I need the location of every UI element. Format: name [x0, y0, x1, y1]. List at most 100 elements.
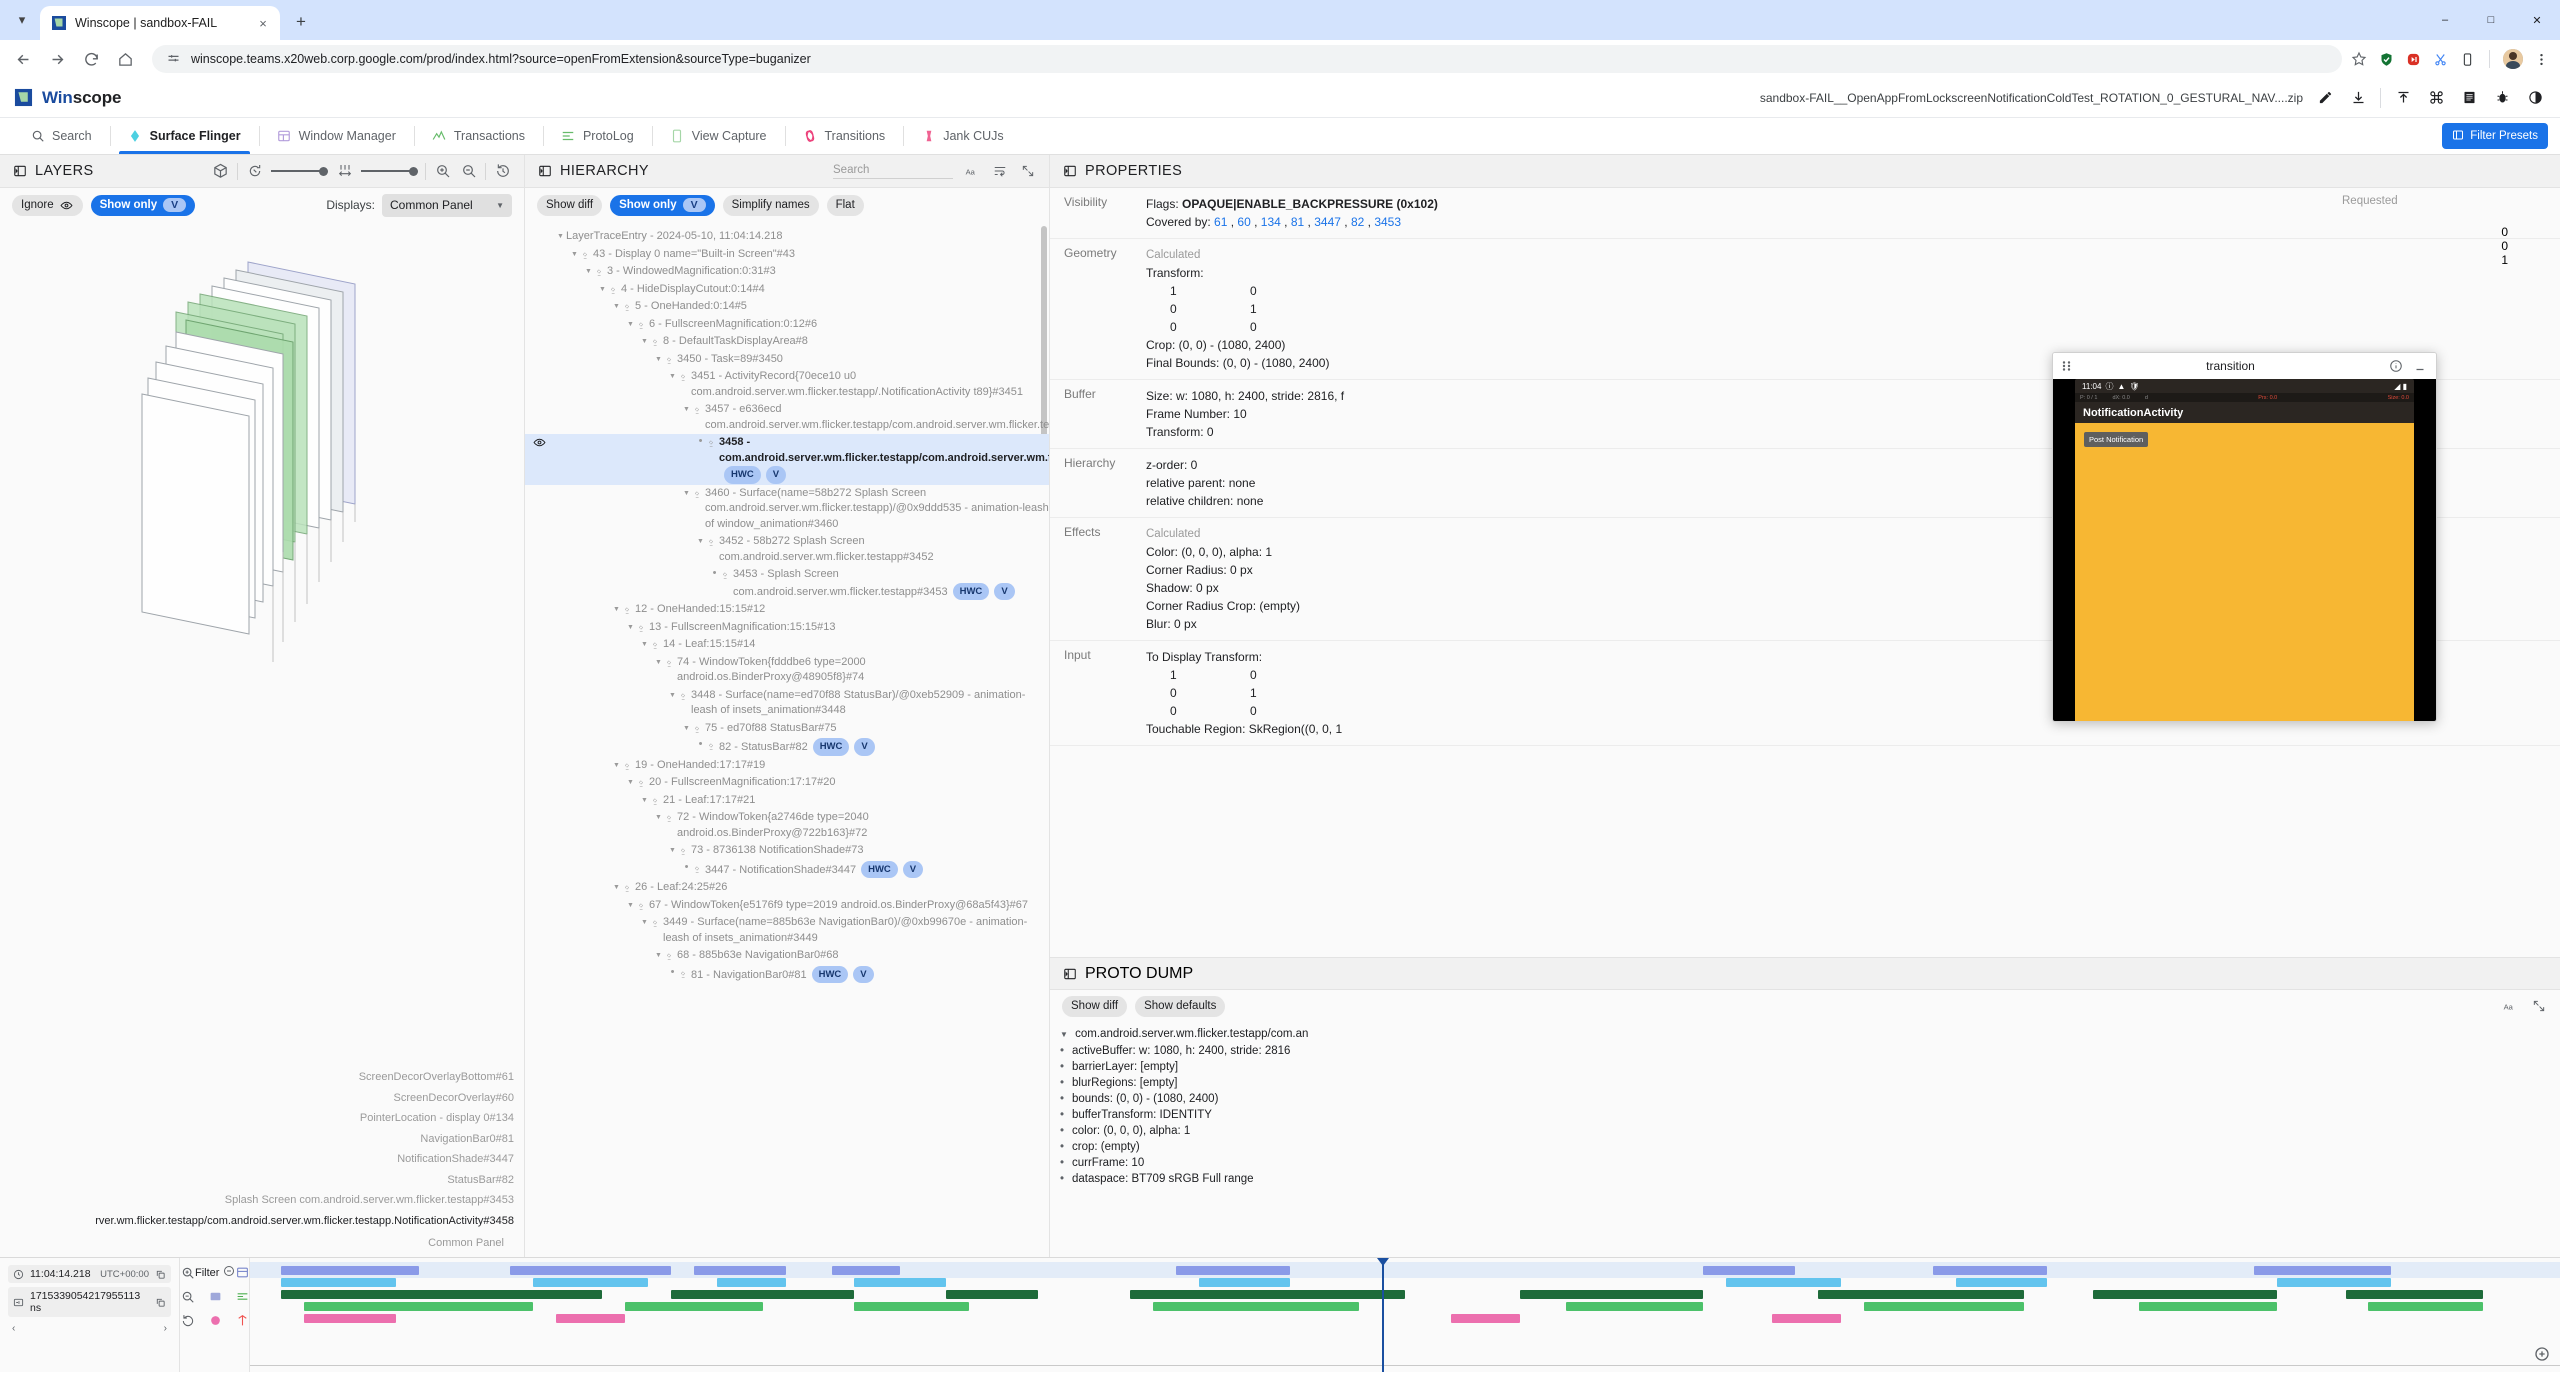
- tab-transitions[interactable]: Transitions: [784, 118, 904, 154]
- chevron-down-icon[interactable]: ▼: [655, 814, 662, 821]
- timeline-segment[interactable]: [946, 1290, 1038, 1299]
- spacing-icon[interactable]: [335, 162, 354, 181]
- timeline-realtime-row[interactable]: 1715339054217955113 ns: [8, 1287, 171, 1317]
- chevron-down-icon[interactable]: ▼: [655, 658, 662, 666]
- site-settings-icon[interactable]: [164, 50, 182, 68]
- covered-by-links[interactable]: 61 , 60 , 134 , 81 , 3447 , 82 , 3453: [1214, 215, 1401, 229]
- tree-node[interactable]: ▼ ⍚ 5 - OneHanded:0:14#5: [525, 298, 1049, 316]
- shield-green-icon[interactable]: [2377, 50, 2395, 68]
- covered-by-link[interactable]: 81: [1290, 215, 1305, 229]
- hierarchy-search-input[interactable]: Search: [833, 164, 953, 179]
- scissors-icon[interactable]: [2431, 50, 2449, 68]
- dark-mode-icon[interactable]: [2524, 87, 2546, 109]
- tree-node[interactable]: ▼ ⍚ 4 - HideDisplayCutout:0:14#4: [525, 281, 1049, 299]
- match-case-icon[interactable]: Aa: [962, 162, 981, 181]
- expand-icon[interactable]: [2534, 1346, 2552, 1364]
- word-wrap-icon[interactable]: [990, 162, 1009, 181]
- tab-protolog[interactable]: ProtoLog: [542, 118, 652, 154]
- protolog-track-icon[interactable]: [235, 1289, 250, 1304]
- timeline-segment[interactable]: [1175, 1266, 1291, 1275]
- rotation-icon[interactable]: [245, 162, 264, 181]
- chevron-down-icon[interactable]: ▼: [683, 724, 690, 732]
- tree-node[interactable]: ▼ ⍚ 12 - OneHanded:15:15#12: [525, 601, 1049, 619]
- info-icon[interactable]: [2388, 358, 2404, 374]
- collapse-panel-icon[interactable]: [1062, 966, 1077, 981]
- tab-search-chevron-icon[interactable]: ▾: [18, 12, 26, 27]
- tree-node[interactable]: ▼ ⍚ 74 - WindowToken{fdddbe6 type=2000 and…: [525, 654, 1049, 687]
- tree-node[interactable]: ▼ ⍚ 3449 - Surface(name=885b63e Navigation…: [525, 914, 1049, 947]
- layer-label-selected[interactable]: rver.wm.flicker.testapp/com.android.serv…: [95, 1214, 514, 1227]
- 3d-cube-icon[interactable]: [211, 162, 230, 181]
- timeline-segment[interactable]: [1726, 1278, 1841, 1287]
- tree-node[interactable]: ▼ ⍚ 3 - WindowedMagnification:0:31#3: [525, 263, 1049, 281]
- chevron-down-icon[interactable]: ▼: [669, 691, 676, 699]
- wm-track-icon[interactable]: [235, 1265, 250, 1280]
- tree-node[interactable]: ▼ ⍚ 26 - Leaf:24:25#26: [525, 879, 1049, 897]
- chevron-down-icon[interactable]: ▼: [669, 847, 676, 854]
- avatar[interactable]: [2503, 49, 2523, 69]
- timeline-segment[interactable]: [533, 1278, 648, 1287]
- home-icon[interactable]: [110, 44, 140, 74]
- timeline-segment[interactable]: [1152, 1302, 1360, 1311]
- back-icon[interactable]: [8, 44, 38, 74]
- tree-node[interactable]: ▼ LayerTraceEntry - 2024-05-10, 11:04:14.…: [525, 228, 1049, 246]
- timeline-prev-button[interactable]: ‹: [12, 1323, 16, 1334]
- timeline-segment[interactable]: [510, 1266, 671, 1275]
- chevron-down-icon[interactable]: ▼: [655, 952, 662, 959]
- close-tab-icon[interactable]: ×: [259, 15, 267, 31]
- zoom-out-icon[interactable]: [180, 1289, 195, 1304]
- download-icon[interactable]: [2347, 87, 2369, 109]
- upload-icon[interactable]: [2392, 87, 2414, 109]
- copy-icon[interactable]: [155, 1297, 166, 1308]
- displays-select[interactable]: Common Panel ▼: [382, 193, 512, 217]
- timeline-segment[interactable]: [280, 1290, 603, 1299]
- chevron-down-icon[interactable]: ▼: [627, 779, 634, 786]
- timeline-filter-button[interactable]: Filter: [195, 1265, 235, 1280]
- tree-node[interactable]: ▼ ⍚ 19 - OneHanded:17:17#19: [525, 757, 1049, 775]
- minimize-window-icon[interactable]: ‒: [2441, 14, 2449, 26]
- timeline-segment[interactable]: [2093, 1290, 2277, 1299]
- layer-label[interactable]: ScreenDecorOverlay#60: [393, 1091, 514, 1104]
- tree-node[interactable]: ▼ ⍚ 20 - FullscreenMagnification:17:17#20: [525, 774, 1049, 792]
- timeline-segment[interactable]: [280, 1278, 396, 1287]
- tree-node[interactable]: ▼ ⍚ 75 - ed70f88 StatusBar#75: [525, 720, 1049, 738]
- rotation-slider[interactable]: [271, 166, 328, 176]
- timeline-track-row[interactable]: [258, 1302, 2552, 1311]
- timeline-segment[interactable]: [1565, 1302, 1704, 1311]
- tree-node[interactable]: ▼ ⍚ 72 - WindowToken{a2746de type=2040 and…: [525, 809, 1049, 842]
- tab-surface-flinger[interactable]: Surface Flinger: [109, 118, 259, 154]
- proto-entry[interactable]: • color: (0, 0, 0), alpha: 1: [1060, 1125, 1191, 1137]
- browser-tab[interactable]: Winscope | sandbox-FAIL ×: [40, 6, 280, 40]
- proto-show-defaults-chip[interactable]: Show defaults: [1135, 995, 1226, 1017]
- proto-entry[interactable]: • bounds: (0, 0) - (1080, 2400): [1060, 1093, 1219, 1105]
- proto-entry[interactable]: • dataspace: BT709 sRGB Full range: [1060, 1173, 1254, 1185]
- zoom-in-icon[interactable]: [180, 1265, 195, 1280]
- tree-node[interactable]: ▼ ⍚ 21 - Leaf:17:17#21: [525, 792, 1049, 810]
- tree-node[interactable]: ▼ ⍚ 3460 - Surface(name=58b272 Splash Scre…: [525, 485, 1049, 534]
- kebab-menu-icon[interactable]: [2532, 50, 2550, 68]
- maximize-window-icon[interactable]: □: [2487, 14, 2495, 26]
- forward-icon[interactable]: [42, 44, 72, 74]
- timeline-segment[interactable]: [1703, 1266, 1795, 1275]
- tree-node[interactable]: ▼ ⍚ 8 - DefaultTaskDisplayArea#8: [525, 333, 1049, 351]
- address-bar[interactable]: winscope.teams.x20web.corp.google.com/pr…: [152, 45, 2342, 73]
- sf-track-icon[interactable]: [208, 1289, 223, 1304]
- tree-node[interactable]: • ⍚ 82 - StatusBar#82 HWC V: [525, 737, 1049, 757]
- device-icon[interactable]: [2458, 50, 2476, 68]
- cujs-track-icon[interactable]: [235, 1313, 250, 1328]
- timeline-cursor[interactable]: [1376, 1258, 1389, 1372]
- shortcuts-icon[interactable]: [2425, 87, 2447, 109]
- transitions-track-icon[interactable]: [208, 1313, 223, 1328]
- layer-label[interactable]: ScreenDecorOverlayBottom#61: [358, 1071, 514, 1083]
- covered-by-link[interactable]: 61: [1214, 215, 1228, 229]
- zoom-out-icon[interactable]: [459, 162, 478, 181]
- timeline-segment[interactable]: [1817, 1290, 2025, 1299]
- layers-3d-view[interactable]: ScreenDecorOverlayBottom#61 ScreenDecorO…: [0, 222, 524, 1257]
- chevron-down-icon[interactable]: ▼: [641, 919, 648, 926]
- tree-node[interactable]: ▼ ⍚ 3451 - ActivityRecord{70ece10 u0 com.a…: [525, 368, 1049, 401]
- post-notification-button[interactable]: Post Notification: [2084, 432, 2149, 447]
- new-tab-button[interactable]: +: [296, 12, 306, 31]
- close-window-icon[interactable]: ✕: [2532, 14, 2542, 27]
- tree-node[interactable]: • ⍚ 3458 - com.android.server.wm.flicker.t…: [525, 434, 1049, 485]
- tree-node[interactable]: ▼ ⍚ 43 - Display 0 name="Built-in Screen"#…: [525, 246, 1049, 264]
